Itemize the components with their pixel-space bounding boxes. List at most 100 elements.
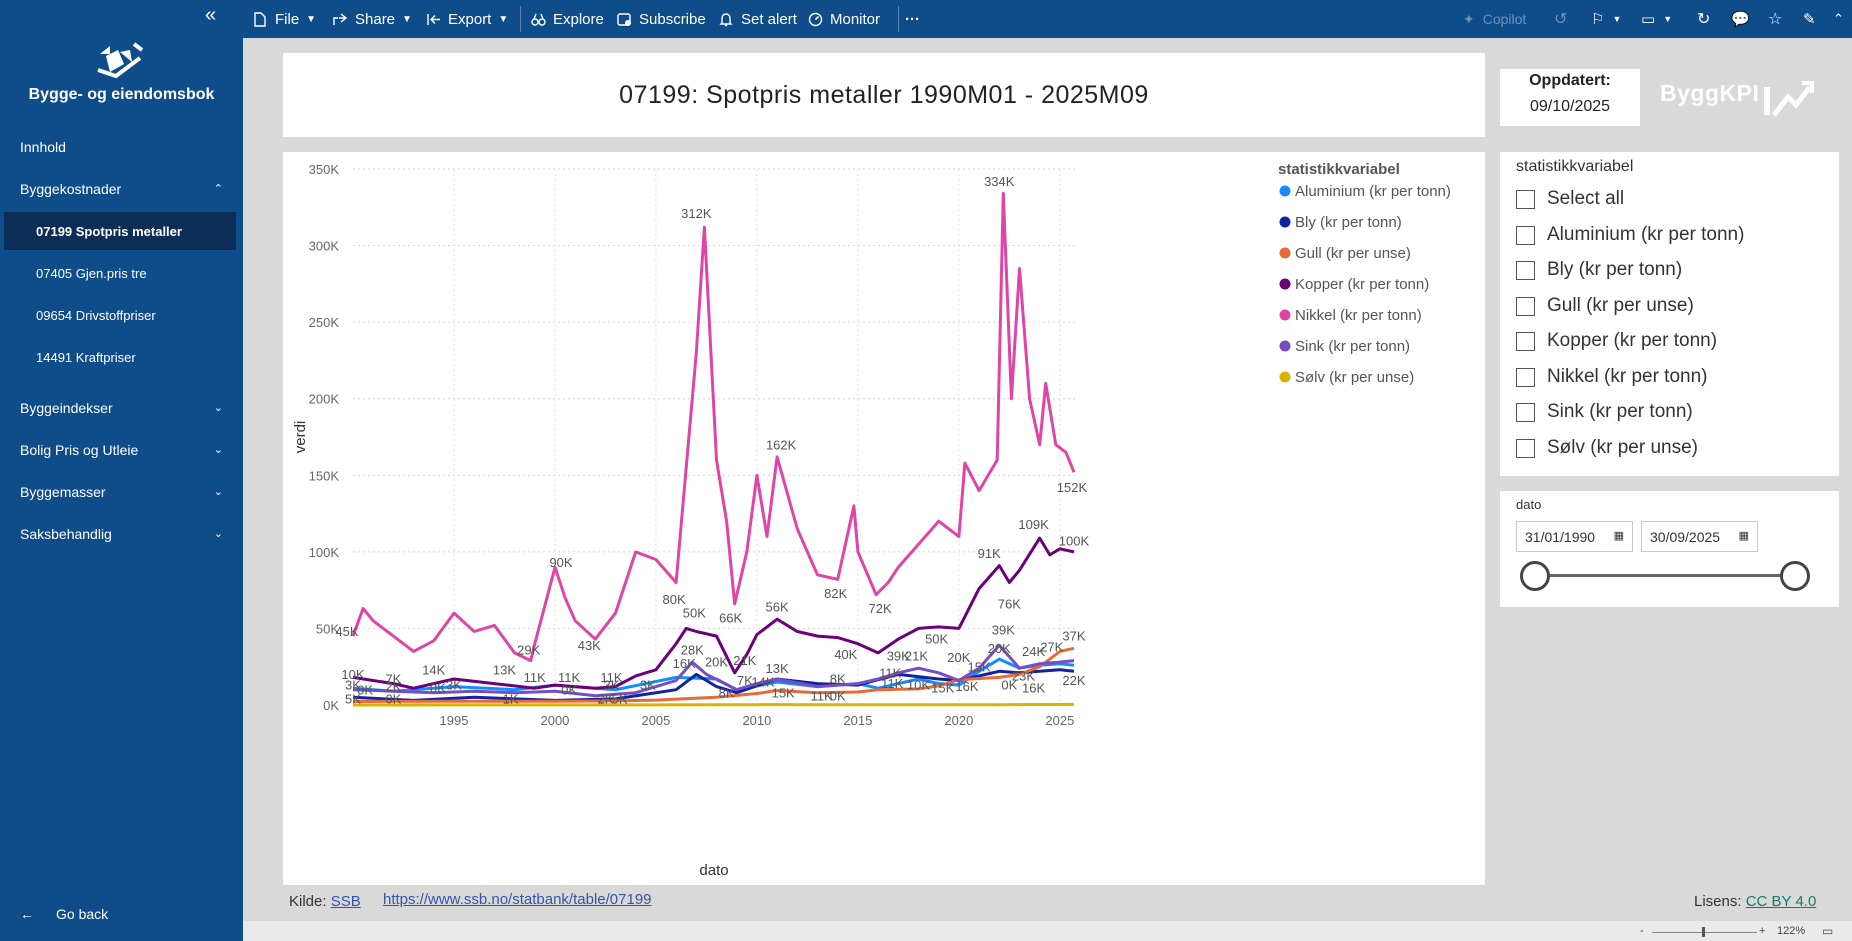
checkbox[interactable] [1516,331,1535,351]
view-icon[interactable]: ▭ ▼ [1641,11,1673,28]
slicer-option-label: Aluminium (kr per tonn) [1547,224,1745,245]
refresh-icon[interactable]: ↻ [1697,11,1711,28]
data-label: 15K [931,681,954,696]
date-to-input[interactable]: 30/09/2025 ▦ [1641,521,1758,552]
calendar-icon[interactable]: ▦ [1613,530,1624,542]
nav-item-07405[interactable]: 07405 Gjen.pris tre [36,266,147,281]
data-label: 0K [385,691,401,706]
slicer-option-select-all[interactable]: Select all [1516,188,1624,210]
zoom-out-button[interactable]: - [1640,925,1644,937]
star-icon[interactable]: ☆ [1768,11,1783,28]
bookmark-icon[interactable]: ⚐ ▼ [1591,11,1622,28]
source-url-link[interactable]: https://www.ssb.no/statbank/table/07199 [383,891,652,908]
x-axis-title: dato [699,862,728,879]
slicer-option-kopper[interactable]: Kopper (kr per tonn) [1516,330,1717,352]
data-label: 16K [1022,681,1045,696]
nav-item-14491[interactable]: 14491 Kraftpriser [36,350,136,365]
data-label: 39K [887,649,910,664]
slicer-option-gull[interactable]: Gull (kr per unse) [1516,295,1694,317]
nav-item-07199[interactable]: 07199 Spotpris metaller [36,224,182,239]
legend-item: Nikkel (kr per tonn) [1295,307,1422,324]
chevron-down-icon: ▼ [306,13,317,25]
go-back-button[interactable]: ← Go back [20,906,108,922]
nav-item-bolig[interactable]: Bolig Pris og Utleie ⌄ [20,442,223,458]
legend-item: Gull (kr per unse) [1295,245,1411,262]
zoom-slider-thumb[interactable] [1702,927,1705,937]
chevron-down-icon: ⌄ [213,486,223,498]
nav-item-09654[interactable]: 09654 Drivstoffpriser [36,308,156,323]
legend-marker [1279,185,1291,197]
checkbox[interactable] [1516,260,1535,280]
slicer-option-nikkel[interactable]: Nikkel (kr per tonn) [1516,366,1708,388]
data-label: 90K [549,555,572,570]
nav-item-label: Byggemasser [20,484,106,500]
slicer-option-solv[interactable]: Sølv (kr per unse) [1516,437,1698,459]
nav-item-saksbehandlig[interactable]: Saksbehandlig ⌄ [20,526,223,542]
data-label: 5K [345,691,361,706]
nav-item-byggemasser[interactable]: Byggemasser ⌄ [20,484,223,500]
nav-item-byggeindekser[interactable]: Byggeindekser ⌄ [20,400,223,416]
chevron-down-icon: ▼ [1663,14,1673,24]
data-label: 16K [955,679,978,694]
edit-icon[interactable]: ✎ [1803,11,1816,28]
data-label: 11K [879,665,901,680]
fit-page-icon[interactable]: ▭ [1822,924,1834,938]
slicer-option-bly[interactable]: Bly (kr per tonn) [1516,259,1682,281]
file-menu[interactable]: File ▼ [253,0,316,38]
checkbox[interactable] [1516,438,1535,458]
data-label: 10K [907,678,930,693]
subscribe-button[interactable]: Subscribe [617,0,706,38]
checkbox[interactable] [1516,296,1535,316]
explore-button[interactable]: Explore [531,0,604,38]
license-link[interactable]: CC BY 4.0 [1745,893,1817,910]
monitor-button[interactable]: Monitor [808,0,880,38]
chevron-down-icon: ▼ [402,13,412,25]
series-line-nikkel [351,192,1076,663]
app-logo-icon [97,42,144,79]
data-label: 39K [992,623,1015,638]
zoom-in-button[interactable]: + [1759,925,1766,937]
toolbar-divider [898,6,899,32]
data-label: 66K [719,610,742,625]
date-range-start-handle[interactable] [1520,561,1550,591]
data-label: 13K [766,661,789,676]
report-title: 07199: Spotpris metaller 1990M01 - 2025M… [619,80,1149,109]
slicer-option-sink[interactable]: Sink (kr per tonn) [1516,401,1693,423]
data-label: 45K [335,624,358,639]
data-label: 0K [357,682,373,697]
x-tick-label: 2015 [843,713,872,728]
slicer-option-aluminium[interactable]: Aluminium (kr per tonn) [1516,224,1744,246]
x-tick-label: 2020 [944,713,973,728]
date-range-end-handle[interactable] [1780,561,1810,591]
updated-card: Oppdatert: 09/10/2025 [1500,69,1640,126]
nav-item-innhold[interactable]: Innhold [20,139,66,155]
source-text: Kilde: SSB [289,893,361,910]
nav-item-byggekostnader[interactable]: Byggekostnader ⌃ [20,181,223,197]
date-range-track[interactable] [1534,574,1796,577]
more-options-button[interactable]: ··· [905,10,920,28]
reset-icon[interactable]: ↺ [1554,11,1568,28]
date-from-input[interactable]: 31/01/1990 ▦ [1516,521,1633,552]
checkbox[interactable] [1516,367,1535,387]
checkbox[interactable] [1516,402,1535,422]
explore-label: Explore [553,10,604,28]
data-label: 3K [604,678,620,693]
checkbox[interactable] [1516,225,1535,245]
data-label: 82K [824,586,847,601]
series-line-sink [352,643,1075,698]
share-menu[interactable]: Share ▼ [333,0,412,38]
slicer-option-label: Nikkel (kr per tonn) [1547,366,1708,387]
copilot-button[interactable]: ✦ Copilot [1463,0,1526,38]
set-alert-button[interactable]: Set alert [719,0,797,38]
comment-icon[interactable]: 💬 [1731,11,1750,28]
line-chart[interactable]: 0K 50K 100K 150K 200K 250K 300K 350K 1995 2000 200… [283,152,1485,885]
legend-item: Sølv (kr per unse) [1295,369,1414,386]
data-label: 10K [341,667,364,682]
collapse-toolbar-icon[interactable]: ⌃ [1833,11,1844,26]
source-link[interactable]: SSB [330,893,361,910]
data-label: 11K [810,688,832,703]
calendar-icon[interactable]: ▦ [1738,530,1749,542]
checkbox[interactable] [1516,189,1535,209]
collapse-sidebar-icon[interactable]: « [205,4,217,26]
export-menu[interactable]: Export ▼ [426,0,508,38]
